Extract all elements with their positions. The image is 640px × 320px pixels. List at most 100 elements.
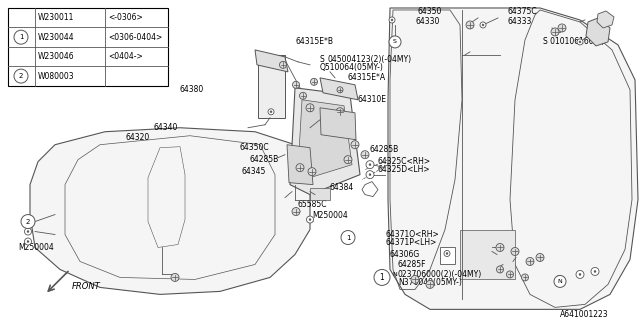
Circle shape [389, 36, 401, 48]
Circle shape [14, 69, 28, 83]
Text: M250004: M250004 [18, 243, 54, 252]
Circle shape [310, 78, 317, 85]
Circle shape [536, 253, 544, 261]
Circle shape [268, 109, 274, 115]
Circle shape [496, 244, 504, 252]
Circle shape [296, 164, 304, 172]
Polygon shape [362, 182, 378, 196]
Text: 64384: 64384 [330, 183, 355, 192]
Polygon shape [320, 78, 358, 100]
Text: 64371O<RH>: 64371O<RH> [385, 230, 439, 239]
Circle shape [14, 30, 28, 44]
Text: 64345: 64345 [242, 167, 266, 176]
Circle shape [579, 41, 581, 43]
Circle shape [27, 230, 29, 233]
Circle shape [522, 274, 529, 281]
Circle shape [576, 270, 584, 278]
Circle shape [24, 238, 31, 245]
Text: 023706000(2)(-04MY): 023706000(2)(-04MY) [398, 270, 483, 279]
Text: M250004: M250004 [312, 211, 348, 220]
Text: 64315E*A: 64315E*A [348, 73, 386, 82]
Text: S: S [393, 39, 397, 44]
Text: N: N [392, 272, 397, 277]
Circle shape [497, 266, 504, 273]
Circle shape [280, 61, 287, 68]
Text: 64320: 64320 [125, 133, 149, 142]
Text: 64325D<LH>: 64325D<LH> [378, 165, 431, 174]
Circle shape [21, 215, 35, 228]
Text: 1: 1 [380, 273, 385, 282]
Text: <-0306>: <-0306> [108, 13, 143, 22]
Polygon shape [310, 188, 330, 200]
Circle shape [391, 19, 393, 21]
Text: <0306-0404>: <0306-0404> [108, 33, 163, 42]
Circle shape [579, 274, 581, 276]
Text: 1: 1 [346, 235, 350, 241]
Circle shape [337, 87, 343, 93]
Circle shape [366, 161, 374, 169]
Circle shape [308, 168, 316, 176]
Text: 64350C: 64350C [240, 143, 269, 152]
Circle shape [306, 104, 314, 112]
Text: 64380: 64380 [180, 85, 204, 94]
Text: 045004123(2)(-04MY): 045004123(2)(-04MY) [328, 55, 412, 64]
Text: W230046: W230046 [38, 52, 75, 61]
Circle shape [369, 174, 371, 176]
Text: Q510064(05MY-): Q510064(05MY-) [320, 63, 384, 72]
Polygon shape [597, 11, 614, 28]
Circle shape [374, 269, 390, 285]
Text: 64340: 64340 [153, 123, 177, 132]
Circle shape [24, 228, 31, 235]
Circle shape [411, 276, 419, 284]
Circle shape [292, 208, 300, 216]
Text: S: S [320, 55, 324, 64]
Text: N370049(05MY-): N370049(05MY-) [398, 278, 462, 287]
Circle shape [444, 251, 450, 256]
Circle shape [171, 274, 179, 281]
Circle shape [577, 39, 583, 45]
Text: W230011: W230011 [38, 13, 74, 22]
Circle shape [558, 24, 566, 32]
Circle shape [591, 268, 599, 276]
Text: 64350: 64350 [418, 7, 442, 16]
Text: 64315E*B: 64315E*B [295, 37, 333, 46]
Text: <0404->: <0404-> [108, 52, 143, 61]
Text: 64375C: 64375C [507, 7, 536, 16]
Polygon shape [460, 229, 515, 279]
Polygon shape [586, 18, 610, 46]
Text: FRONT: FRONT [72, 282, 100, 291]
Circle shape [506, 271, 513, 278]
Polygon shape [255, 50, 288, 72]
Circle shape [369, 164, 371, 166]
Circle shape [361, 151, 369, 159]
Polygon shape [290, 88, 360, 195]
Circle shape [300, 92, 307, 99]
Bar [8, 8, 168, 86]
Circle shape [366, 171, 374, 179]
Polygon shape [258, 55, 285, 118]
Circle shape [466, 21, 474, 29]
Polygon shape [298, 100, 352, 178]
Circle shape [344, 156, 352, 164]
Circle shape [482, 24, 484, 26]
Text: 64371P<LH>: 64371P<LH> [385, 238, 436, 247]
Circle shape [480, 22, 486, 28]
Text: 64325C<RH>: 64325C<RH> [378, 157, 431, 166]
Circle shape [27, 241, 29, 243]
Text: A641001223: A641001223 [560, 310, 609, 319]
Circle shape [594, 270, 596, 272]
Circle shape [307, 216, 314, 223]
Polygon shape [440, 247, 455, 264]
Circle shape [351, 141, 359, 149]
Polygon shape [30, 128, 310, 294]
Text: W080003: W080003 [38, 72, 75, 81]
Text: W230044: W230044 [38, 33, 75, 42]
Circle shape [446, 252, 448, 254]
Polygon shape [287, 145, 313, 185]
Polygon shape [388, 8, 638, 309]
Circle shape [426, 280, 434, 288]
Text: 64285F: 64285F [398, 260, 426, 269]
Text: 2: 2 [26, 219, 30, 225]
Circle shape [554, 276, 566, 287]
Circle shape [341, 230, 355, 244]
